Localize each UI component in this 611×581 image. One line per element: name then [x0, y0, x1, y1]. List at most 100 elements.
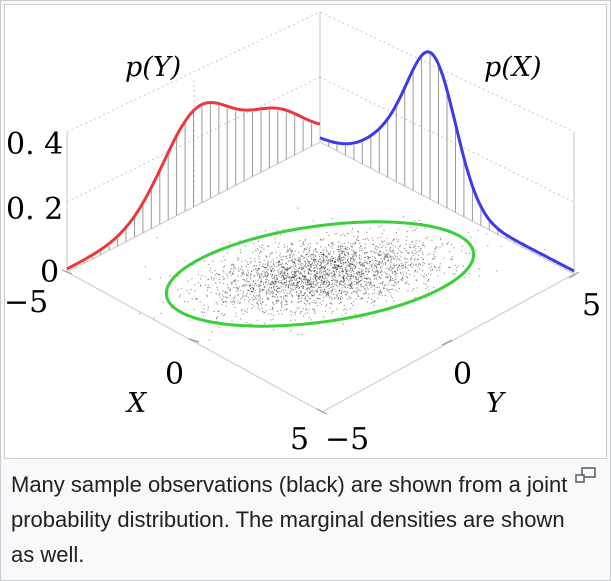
sample-point	[379, 251, 381, 253]
sample-point	[278, 281, 280, 283]
sample-point	[408, 253, 410, 255]
sample-point	[390, 276, 392, 278]
sample-point	[357, 240, 359, 242]
sample-point	[326, 257, 328, 259]
sample-point	[323, 280, 325, 282]
sample-point	[292, 266, 294, 268]
sample-point	[339, 280, 341, 282]
sample-point	[323, 262, 325, 264]
sample-point	[439, 269, 441, 271]
sample-point	[375, 260, 377, 262]
sample-point	[316, 266, 318, 268]
sample-point	[270, 270, 272, 272]
sample-point	[258, 274, 260, 276]
sample-point	[362, 265, 364, 267]
sample-point	[313, 254, 315, 256]
sample-point	[336, 268, 338, 270]
sample-point	[351, 284, 353, 286]
sample-point	[330, 287, 332, 289]
sample-point	[251, 290, 253, 292]
sample-point	[266, 297, 268, 299]
sample-point	[332, 285, 334, 287]
sample-point	[304, 260, 306, 262]
sample-point	[324, 268, 326, 270]
sample-point	[215, 318, 217, 320]
sample-point	[379, 283, 381, 285]
sample-point	[369, 283, 371, 285]
sample-point	[240, 268, 242, 270]
sample-point	[386, 276, 388, 278]
sample-point	[340, 247, 342, 249]
sample-point	[307, 243, 309, 245]
sample-point	[338, 284, 340, 286]
sample-point	[330, 258, 332, 260]
sample-point	[260, 302, 262, 304]
sample-point	[337, 245, 339, 247]
sample-point	[469, 273, 471, 275]
sample-point	[309, 292, 311, 294]
sample-point	[320, 263, 322, 265]
sample-point	[307, 272, 309, 274]
sample-point	[375, 263, 377, 265]
sample-point	[300, 278, 302, 280]
sample-point	[341, 270, 343, 272]
sample-point	[356, 293, 358, 295]
sample-point	[334, 261, 336, 263]
sample-point	[403, 248, 405, 250]
sample-point	[259, 253, 261, 255]
sample-point	[348, 283, 350, 285]
sample-point	[241, 273, 243, 275]
sample-point	[310, 319, 312, 321]
sample-point	[389, 256, 391, 258]
sample-point	[354, 265, 356, 267]
sample-point	[344, 308, 346, 310]
sample-point	[371, 251, 373, 253]
sample-point	[271, 292, 273, 294]
sample-point	[284, 298, 286, 300]
sample-point	[359, 261, 361, 263]
sample-point	[262, 263, 264, 265]
sample-point	[242, 295, 244, 297]
sample-point	[286, 308, 288, 310]
sample-point	[340, 245, 342, 247]
sample-point	[356, 262, 358, 264]
sample-point	[218, 293, 220, 295]
sample-point	[256, 273, 258, 275]
sample-point	[334, 297, 336, 299]
sample-point	[364, 293, 366, 295]
sample-point	[292, 284, 294, 286]
sample-point	[360, 317, 362, 319]
sample-point	[380, 277, 382, 279]
sample-point	[405, 272, 407, 274]
sample-point	[292, 282, 294, 284]
magnify-clip-icon[interactable]	[575, 467, 597, 485]
sample-point	[271, 290, 273, 292]
sample-point	[233, 263, 235, 265]
figure-image[interactable]: p(Y) p(X) 0. 4 0. 2 0 −5 0 5 −5 0 5 X Y	[4, 4, 607, 459]
sample-point	[320, 238, 322, 240]
sample-point	[357, 280, 359, 282]
sample-point	[246, 311, 248, 313]
sample-point	[309, 250, 311, 252]
sample-point	[368, 263, 370, 265]
sample-point	[297, 333, 299, 335]
sample-point	[292, 276, 294, 278]
sample-point	[375, 286, 377, 288]
sample-point	[325, 295, 327, 297]
sample-point	[307, 287, 309, 289]
sample-point	[309, 282, 311, 284]
sample-point	[305, 297, 307, 299]
sample-point	[340, 250, 342, 252]
figure-caption: Many sample observations (black) are sho…	[11, 472, 568, 567]
sample-point	[361, 250, 363, 252]
sample-point	[153, 317, 155, 319]
sample-point	[412, 255, 414, 257]
sample-point	[227, 277, 229, 279]
sample-point	[249, 257, 251, 259]
sample-point	[330, 290, 332, 292]
sample-point	[256, 302, 258, 304]
sample-point	[273, 286, 275, 288]
sample-point	[339, 271, 341, 273]
sample-point	[376, 274, 378, 276]
sample-point	[345, 291, 347, 293]
